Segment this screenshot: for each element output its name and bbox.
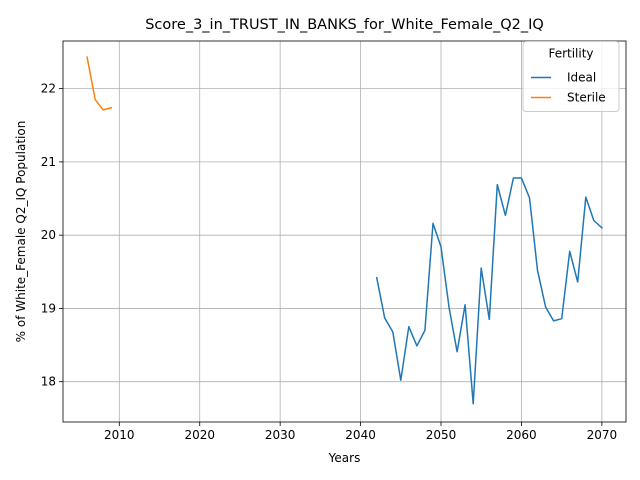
y-axis-label: % of White_Female Q2_IQ Population — [14, 121, 28, 343]
y-tick-label: 18 — [41, 375, 56, 389]
y-tick-label: 19 — [41, 301, 56, 315]
series-line-ideal — [375, 177, 603, 405]
series-line-sterile — [86, 56, 113, 111]
x-axis-label: Years — [328, 451, 361, 465]
series-lines — [86, 56, 603, 405]
legend: Fertility Ideal Sterile — [522, 41, 620, 112]
y-tick-label: 21 — [41, 155, 56, 169]
grid-lines — [63, 41, 626, 422]
x-tick-label: 2050 — [426, 428, 457, 442]
x-tick-label: 2060 — [506, 428, 537, 442]
x-tick-label: 2030 — [265, 428, 296, 442]
y-tick-label: 22 — [41, 82, 56, 96]
legend-label-ideal: Ideal — [567, 71, 596, 85]
y-tick-label: 20 — [41, 228, 56, 242]
x-tick-label: 2070 — [587, 428, 618, 442]
x-tick-label: 2010 — [104, 428, 135, 442]
legend-title: Fertility — [548, 47, 593, 61]
plot-frame — [62, 40, 627, 423]
legend-label-sterile: Sterile — [567, 91, 606, 105]
legend-box — [522, 41, 620, 112]
chart-title: Score_3_in_TRUST_IN_BANKS_for_White_Fema… — [145, 17, 544, 33]
x-tick-label: 2040 — [345, 428, 376, 442]
x-axis-ticks: 2010 2020 2030 2040 2050 2060 2070 — [104, 422, 617, 442]
legend-items: Ideal Sterile — [531, 71, 606, 105]
x-tick-label: 2020 — [184, 428, 215, 442]
y-axis-ticks: 18 19 20 21 22 — [41, 82, 63, 389]
